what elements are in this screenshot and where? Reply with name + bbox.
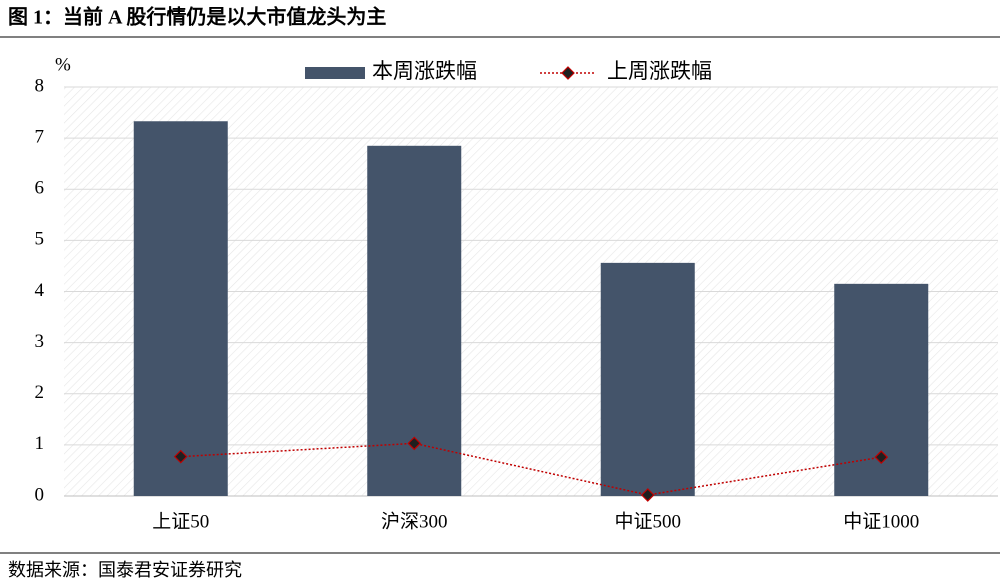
legend-marker xyxy=(561,66,575,80)
legend-label: 本周涨跌幅 xyxy=(372,59,477,83)
source-note: 数据来源：国泰君安证券研究 xyxy=(8,560,242,580)
y-tick-label: 1 xyxy=(35,433,45,454)
chart-title: 图 1：当前 A 股行情仍是以大市值龙头为主 xyxy=(8,5,386,29)
bar xyxy=(133,121,228,496)
legend-label: 上周涨跌幅 xyxy=(607,59,712,83)
y-tick-label: 6 xyxy=(35,178,45,199)
y-tick-label: 2 xyxy=(35,382,45,403)
x-tick-label: 上证50 xyxy=(152,510,209,532)
y-tick-label: 4 xyxy=(35,280,45,301)
line-marker xyxy=(407,436,422,451)
line-marker xyxy=(874,450,889,464)
y-tick-label: 5 xyxy=(35,229,45,250)
line-series xyxy=(180,442,882,496)
y-tick-label: 8 xyxy=(35,75,45,96)
line-marker xyxy=(173,449,188,464)
y-unit: % xyxy=(55,54,71,75)
x-tick-label: 中证500 xyxy=(614,510,681,532)
y-tick-label: 7 xyxy=(35,126,45,147)
y-tick-label: 3 xyxy=(35,331,45,352)
legend-swatch xyxy=(305,67,365,79)
x-tick-label: 沪深300 xyxy=(381,510,448,532)
bar xyxy=(834,283,929,496)
x-tick-label: 中证1000 xyxy=(843,510,919,532)
y-tick-label: 0 xyxy=(35,484,45,505)
line-marker xyxy=(640,488,655,502)
bar xyxy=(600,262,695,496)
